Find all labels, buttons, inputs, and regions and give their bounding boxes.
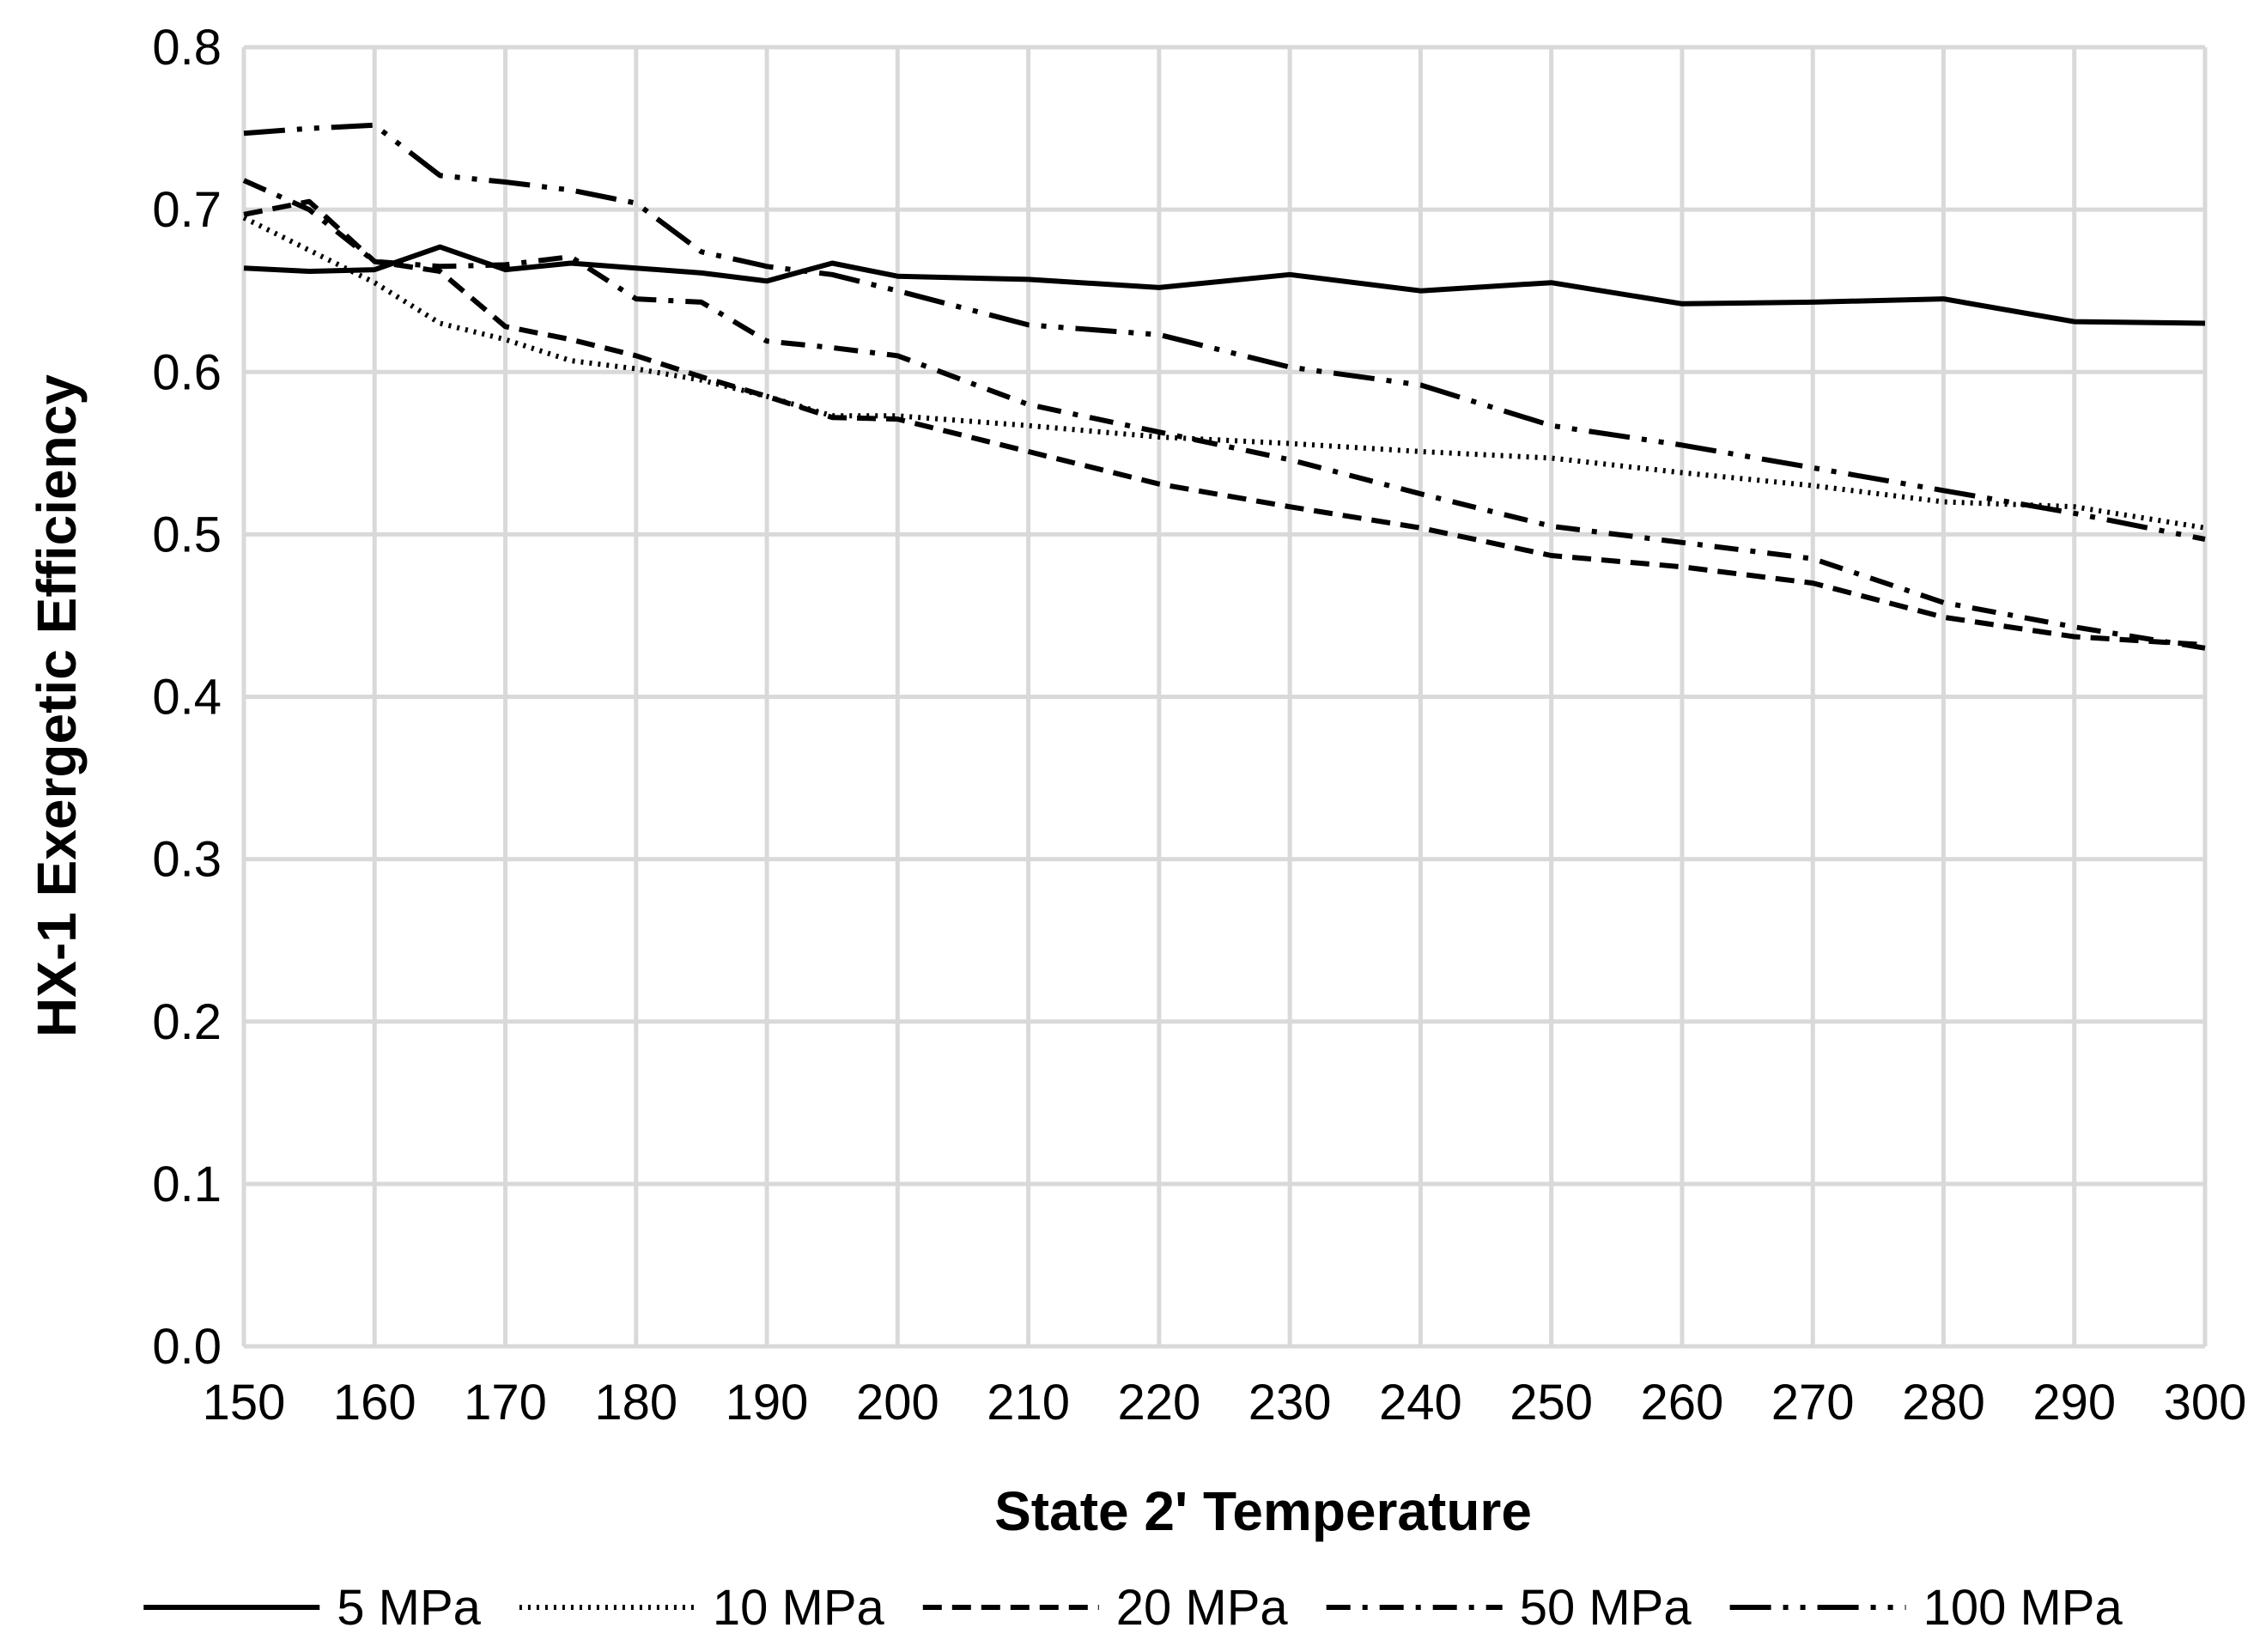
series-line-5-mpa (243, 244, 2206, 326)
y-tick-label: 0.2 (152, 994, 222, 1050)
x-axis-title: State 2' Temperature (994, 1480, 1532, 1542)
series-line-20-mpa (243, 198, 2206, 647)
y-axis-title: HX-1 Exergetic Efficiency (26, 374, 88, 1037)
gridlines (241, 45, 2208, 1349)
legend-item: 5 MPa (143, 1580, 482, 1636)
legend-label: 5 MPa (337, 1580, 481, 1636)
legend-label: 20 MPa (1116, 1580, 1289, 1636)
x-tick-label: 170 (464, 1375, 547, 1430)
legend-item: 10 MPa (519, 1580, 885, 1636)
x-tick-label: 290 (2032, 1375, 2116, 1430)
legend-label: 10 MPa (713, 1580, 885, 1636)
x-tick-label: 210 (987, 1375, 1070, 1430)
x-tick-label: 250 (1510, 1375, 1593, 1430)
legend-label: 50 MPa (1520, 1580, 1692, 1636)
y-tick-label: 0.7 (152, 182, 222, 238)
x-tick-label: 240 (1379, 1375, 1462, 1430)
x-tick-label: 200 (856, 1375, 939, 1430)
y-tick-label: 0.5 (152, 507, 222, 562)
y-tick-label: 0.0 (152, 1319, 222, 1375)
legend-item: 20 MPa (922, 1580, 1289, 1636)
x-tick-label: 180 (594, 1375, 677, 1430)
series-line-50-mpa (242, 178, 2206, 651)
series-lines (242, 122, 2206, 651)
x-tick-label: 220 (1117, 1375, 1200, 1430)
y-tick-label: 0.4 (152, 670, 222, 726)
legend-item: 50 MPa (1326, 1580, 1692, 1636)
series-line-100-mpa (243, 122, 2206, 542)
legend-label: 100 MPa (1923, 1580, 2123, 1636)
x-axis-ticks: 150 160 170 180 190 200 210 220 230 240 250 260 270 2… (203, 1375, 2247, 1430)
y-axis-ticks: 0.0 0.1 0.2 0.3 0.4 0.5 0.6 0.7 0.8 (152, 20, 222, 1375)
x-tick-label: 260 (1641, 1375, 1724, 1430)
y-tick-label: 0.3 (152, 832, 222, 888)
y-tick-label: 0.8 (152, 20, 222, 76)
x-tick-label: 270 (1771, 1375, 1855, 1430)
x-tick-label: 190 (726, 1375, 809, 1430)
y-tick-label: 0.1 (152, 1157, 222, 1212)
x-tick-label: 300 (2164, 1375, 2247, 1430)
y-tick-label: 0.6 (152, 344, 222, 400)
x-tick-label: 230 (1248, 1375, 1332, 1430)
legend: 5 MPa 10 MPa 20 MPa 50 MPa 100 MPa (143, 1580, 2123, 1636)
legend-item: 100 MPa (1729, 1580, 2123, 1636)
x-tick-label: 160 (333, 1375, 416, 1430)
x-tick-label: 150 (203, 1375, 286, 1430)
x-tick-label: 280 (1902, 1375, 1985, 1430)
